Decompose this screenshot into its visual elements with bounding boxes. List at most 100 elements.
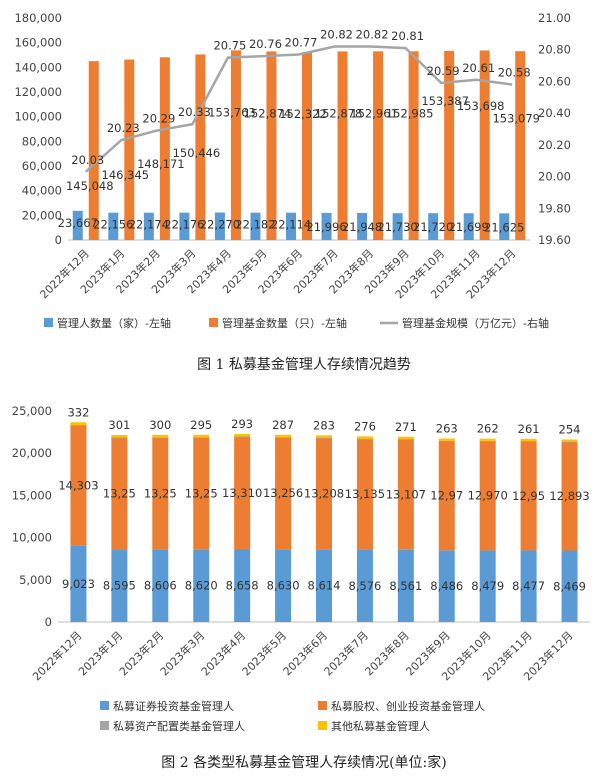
legend-label: 管理人数量（家）-左轴: [57, 316, 171, 330]
bar-equity-vc-managers: [479, 440, 496, 551]
label-other-managers: 261: [518, 422, 540, 436]
bar-asset-allocation-managers: [111, 437, 128, 439]
label-securities-managers: 9,023: [62, 577, 95, 591]
y-right-tick-label: 20.80: [538, 43, 571, 57]
bar-securities-managers: [316, 549, 332, 622]
label-equity-vc-managers: 13,107: [386, 487, 426, 501]
chart-2: 0 5,000 10,000 15,000 20,000 25,000 9,023 14,30…: [12, 404, 590, 733]
bar-manager-count: [72, 210, 83, 240]
bar-securities-managers: [70, 545, 87, 622]
label-securities-managers: 8,576: [348, 579, 381, 593]
bar-asset-allocation-managers: [520, 441, 537, 442]
label-securities-managers: 8,614: [308, 579, 341, 593]
bar-other-managers: [438, 438, 455, 441]
bar-asset-allocation-managers: [479, 440, 496, 442]
bar-manager-count: [357, 212, 368, 240]
label-fund-scale: 20.59: [427, 64, 460, 78]
bar-securities-managers: [152, 549, 169, 622]
line-fund-scale: [84, 45, 513, 173]
chart-1-caption: 图 1 私募基金管理人存续情况趋势: [197, 357, 411, 373]
label-other-managers: 301: [108, 418, 130, 432]
label-other-managers: 276: [354, 419, 376, 433]
bar-securities-managers: [479, 550, 496, 622]
bar-securities-managers: [111, 549, 128, 622]
chart-2-caption: 图 2 各类型私募基金管理人存续情况(单位:家): [161, 755, 447, 771]
bar-securities-managers: [520, 550, 537, 622]
bar-manager-count: [499, 213, 510, 240]
bar-fund-count: [515, 51, 526, 240]
bar-fund-count: [266, 51, 277, 240]
label-equity-vc-managers: 13,25: [144, 486, 177, 500]
label-fund-scale: 20.29: [142, 112, 175, 126]
y-tick-label: 20,000: [12, 446, 52, 460]
bar-equity-vc-managers: [234, 436, 251, 549]
bar-manager-count: [463, 213, 474, 240]
label-manager-count: 22,174: [129, 218, 169, 232]
bar-manager-count: [214, 212, 225, 240]
y-tick-label: 25,000: [12, 404, 52, 418]
label-manager-count: 21,948: [342, 220, 382, 234]
y-right-tick-label: 20.40: [538, 106, 571, 120]
bar-equity-vc-managers: [152, 437, 169, 550]
label-securities-managers: 8,606: [144, 579, 177, 593]
legend-swatch: [318, 721, 327, 730]
label-fund-count: 146,345: [102, 168, 150, 182]
label-equity-vc-managers: 12,95: [512, 489, 545, 503]
label-equity-vc-managers: 12,893: [549, 489, 589, 503]
bar-equity-vc-managers: [193, 437, 210, 550]
label-other-managers: 263: [436, 422, 458, 436]
x-tick-label: 2022年12月: [29, 628, 84, 683]
legend-swatch: [44, 318, 53, 327]
bar-manager-count: [428, 213, 439, 240]
legend-label: 私募证券投资基金管理人: [113, 699, 234, 713]
bar-equity-vc-managers: [275, 437, 292, 550]
label-other-managers: 262: [477, 422, 499, 436]
label-fund-count: 152,322: [279, 107, 327, 121]
label-securities-managers: 8,561: [389, 579, 422, 593]
bar-securities-managers: [234, 548, 251, 622]
y-right-tick-label: 19.60: [538, 233, 571, 247]
label-fund-scale: 20.03: [71, 153, 104, 167]
label-equity-vc-managers: 13,25: [103, 487, 136, 501]
label-other-managers: 271: [395, 420, 417, 434]
bar-other-managers: [234, 434, 251, 437]
y-left-tick-label: 180,000: [14, 11, 62, 25]
label-other-managers: 283: [313, 418, 335, 432]
label-securities-managers: 8,486: [430, 579, 463, 593]
bar-other-managers: [397, 436, 414, 440]
label-securities-managers: 8,479: [471, 579, 504, 593]
bar-other-managers: [520, 438, 537, 442]
label-manager-count: 21,699: [449, 220, 489, 234]
label-fund-scale: 20.33: [178, 105, 211, 119]
bar-securities-managers: [438, 550, 455, 622]
label-fund-scale: 20.75: [213, 39, 246, 53]
y-left-tick-label: 100,000: [14, 110, 62, 124]
bar-other-managers: [275, 434, 292, 438]
bar-fund-count: [408, 51, 419, 241]
y-right-tick-label: 19.80: [538, 201, 571, 215]
bar-asset-allocation-managers: [193, 437, 210, 439]
bar-fund-count: [337, 51, 348, 240]
label-manager-count: 21,625: [484, 220, 524, 234]
bar-manager-count: [179, 212, 190, 240]
bar-other-managers: [152, 434, 169, 438]
bar-securities-managers: [356, 549, 373, 622]
label-other-managers: 300: [149, 418, 171, 432]
bar-fund-count: [230, 50, 241, 241]
y-right-tick-label: 20.20: [538, 138, 571, 152]
bar-equity-vc-managers: [111, 437, 128, 550]
bar-securities-managers: [275, 549, 292, 622]
bar-equity-vc-managers: [397, 439, 414, 550]
label-manager-count: 22,156: [93, 218, 133, 232]
bar-equity-vc-managers: [561, 441, 578, 551]
bar-asset-allocation-managers: [438, 440, 455, 442]
bar-manager-count: [108, 212, 119, 240]
y-left-tick-label: 160,000: [14, 36, 62, 50]
y-tick-label: 15,000: [12, 488, 52, 502]
label-fund-count: 150,446: [173, 146, 221, 160]
y-right-tick-label: 20.60: [538, 74, 571, 88]
y-left-tick-label: 140,000: [14, 60, 62, 74]
bar-asset-allocation-managers: [152, 437, 169, 439]
label-manager-count: 22,270: [200, 218, 240, 232]
bar-asset-allocation-managers: [316, 437, 332, 439]
